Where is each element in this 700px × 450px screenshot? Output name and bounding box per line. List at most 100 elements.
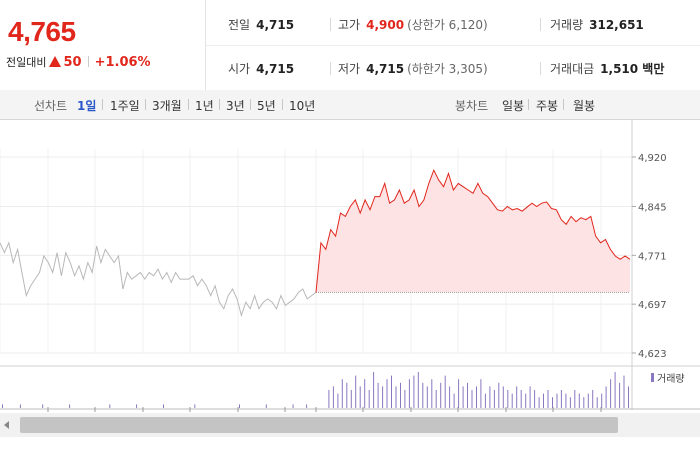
volume-bar	[574, 390, 576, 408]
volume-panel	[0, 365, 700, 412]
volume-bar	[596, 397, 598, 408]
volume-bar	[426, 386, 428, 408]
volume-bar	[332, 386, 334, 408]
chart-scrollbar[interactable]	[0, 413, 700, 437]
volume-bar	[292, 404, 294, 408]
volume-bar	[578, 393, 580, 408]
tab-monthly[interactable]: 월봉	[573, 99, 596, 113]
volume-bar	[2, 404, 3, 408]
volume-bar	[382, 386, 384, 408]
volume-bar	[511, 393, 513, 408]
volume-bar	[364, 379, 366, 408]
price-change: 전일대비 50 +1.06%	[6, 54, 151, 70]
prev-close: 전일 4,715	[228, 18, 295, 32]
volume-bar	[42, 404, 44, 408]
volume-bar	[19, 404, 21, 408]
volume-legend: 거래량	[657, 373, 685, 385]
volume-bar	[484, 393, 486, 408]
volume-bar	[462, 386, 464, 408]
divider	[219, 99, 220, 110]
volume-bar	[373, 372, 375, 408]
tab-1week[interactable]: 1주일	[110, 99, 140, 113]
volume-bar	[413, 375, 415, 408]
volume-bar	[520, 390, 522, 408]
volume-bar	[368, 390, 370, 408]
volume-bar	[391, 375, 392, 408]
volume-legend-swatch	[651, 373, 654, 382]
line-chart-label: 선차트	[34, 99, 68, 113]
scroll-thumb[interactable]	[20, 417, 618, 433]
volume-bar	[239, 404, 240, 408]
volume-bar	[395, 386, 397, 408]
volume-bar	[422, 382, 424, 408]
volume-bar	[587, 393, 589, 408]
volume-bar	[337, 393, 339, 408]
volume-bar	[565, 393, 567, 408]
price-box: 4,765 전일대비 50 +1.06%	[0, 0, 206, 90]
volume-bar	[480, 379, 482, 408]
volume-bar	[552, 397, 553, 408]
divider	[145, 99, 146, 110]
open-price: 시가 4,715	[228, 62, 295, 76]
change-label: 전일대비	[6, 56, 47, 69]
tab-3year[interactable]: 3년	[226, 99, 245, 113]
divider	[250, 99, 251, 110]
volume-bar	[359, 386, 361, 408]
tab-3month[interactable]: 3개월	[152, 99, 182, 113]
volume-bar	[498, 382, 500, 408]
price-area-fill	[316, 170, 630, 293]
volume-bar	[408, 379, 410, 408]
row-divider	[206, 45, 700, 46]
volume-bar	[417, 372, 419, 408]
volume-bar	[614, 372, 616, 408]
volume-bar	[601, 393, 603, 408]
volume-bar	[265, 404, 267, 408]
tab-1year[interactable]: 1년	[195, 99, 214, 113]
volume-bar	[560, 390, 562, 408]
divider	[528, 99, 529, 110]
volume-bar	[458, 379, 460, 408]
volume-bar	[569, 397, 571, 408]
volume-bar	[538, 397, 540, 408]
divider	[282, 99, 283, 110]
volume-bar	[346, 382, 348, 408]
quote-header: 4,765 전일대비 50 +1.06% 전일 4,715 고가 4,900 (상한가 6…	[0, 0, 700, 91]
volume-bar	[449, 386, 451, 408]
volume-bar	[471, 390, 473, 408]
tab-1day[interactable]: 1일	[77, 99, 97, 113]
current-price: 4,765	[8, 16, 76, 47]
volume-bar	[583, 397, 585, 408]
volume-bars	[2, 372, 629, 408]
change-value: 50	[63, 55, 82, 70]
scroll-left-icon[interactable]	[4, 421, 9, 429]
volume-bar	[592, 390, 594, 408]
divider	[330, 18, 331, 31]
volume-bar	[476, 386, 477, 408]
volume-bar	[163, 404, 164, 408]
tab-weekly[interactable]: 주봉	[536, 99, 559, 113]
divider	[188, 99, 189, 110]
y-tick-label: 4,845	[638, 202, 667, 213]
tab-10year[interactable]: 10년	[289, 99, 316, 113]
divider	[87, 56, 89, 67]
divider	[330, 62, 331, 75]
volume-bar	[194, 404, 196, 408]
up-triangle-icon	[49, 56, 62, 67]
volume-bar	[516, 386, 518, 408]
price-lines	[0, 168, 631, 318]
tab-daily[interactable]: 일봉	[502, 99, 525, 113]
volume-bar	[444, 375, 446, 408]
volume-bar	[507, 390, 509, 408]
chart-period-tabs: 선차트 1일 1주일 3개월 1년 3년 5년 10년 봉차트 일봉 주봉 월봉	[0, 90, 700, 120]
divider	[563, 99, 564, 110]
volume-bar	[534, 390, 536, 408]
previous-day-line	[0, 241, 317, 318]
y-tick-label: 4,697	[638, 300, 667, 311]
volume-bar	[328, 390, 330, 408]
volume-bar	[619, 382, 621, 408]
divider	[540, 62, 541, 75]
tab-5year[interactable]: 5년	[257, 99, 276, 113]
volume-bar	[377, 382, 379, 408]
low-price: 저가 4,715 (하한가 3,305)	[338, 62, 488, 76]
y-tick-label: 4,920	[638, 153, 667, 164]
